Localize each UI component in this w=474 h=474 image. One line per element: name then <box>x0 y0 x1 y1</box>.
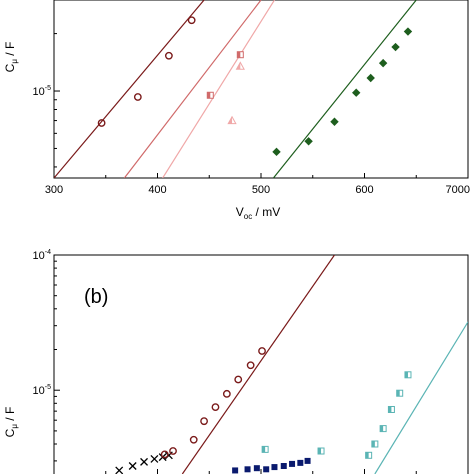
b-point-3-6 <box>396 389 404 397</box>
a-point-3-4 <box>366 73 375 83</box>
a-x-tick-label-1: 400 <box>148 184 166 196</box>
b-point-0-0 <box>115 466 124 474</box>
b-point-2-5 <box>280 463 287 470</box>
b-point-1-4 <box>211 403 220 411</box>
b-point-2-3 <box>263 466 270 473</box>
b-y-tick-label-1: 10-5 <box>33 384 52 397</box>
a-point-0-2 <box>164 51 173 60</box>
b-point-2-1 <box>244 466 251 473</box>
b-fit-line-3 <box>374 321 468 474</box>
b-fit-line-1 <box>181 255 335 474</box>
b-point-2-4 <box>271 464 278 471</box>
a-x-tick-label-2: 500 <box>252 184 270 196</box>
a-point-3-2 <box>330 117 339 126</box>
a-fit-line-0 <box>54 0 205 178</box>
a-fit-line-2 <box>162 0 275 178</box>
a-point-1-0 <box>206 91 214 99</box>
panel-a-frame <box>53 0 469 179</box>
b-point-3-3 <box>371 440 379 448</box>
a-x-tick-label-4: 7000 <box>446 184 470 196</box>
a-point-3-5 <box>378 58 388 68</box>
a-point-3-3 <box>352 88 361 97</box>
b-point-1-5 <box>222 389 231 398</box>
b-point-2-0 <box>232 467 239 474</box>
b-point-1-3 <box>200 417 208 426</box>
b-y-tick-label-0: 10-4 <box>33 249 52 262</box>
b-point-0-1 <box>128 462 137 470</box>
a-point-2-1 <box>235 61 245 70</box>
b-point-1-7 <box>246 361 255 370</box>
panel-a-x-axis-label: Voc / mV <box>236 205 280 221</box>
a-point-0-1 <box>133 93 142 101</box>
panel-b-y-axis-label: Cμ / F <box>3 407 19 438</box>
a-x-tick-label-3: 600 <box>355 184 373 196</box>
a-point-2-0 <box>227 115 237 125</box>
a-point-3-6 <box>391 42 400 52</box>
a-point-0-0 <box>97 119 106 127</box>
b-point-2-7 <box>297 459 304 466</box>
a-point-3-0 <box>272 147 281 157</box>
a-point-0-3 <box>187 16 196 25</box>
a-x-tick-label-0: 300 <box>45 184 63 196</box>
b-point-1-6 <box>234 375 243 384</box>
b-point-1-1 <box>169 447 177 455</box>
b-point-2-2 <box>253 465 260 472</box>
b-point-1-2 <box>189 435 198 444</box>
panel-a: 300 400 500 600 7000 10-5 Cμ / F Voc / mV <box>3 0 470 221</box>
b-point-2-6 <box>289 460 296 467</box>
a-fit-line-3 <box>272 0 417 178</box>
b-point-3-1 <box>317 447 325 455</box>
b-point-1-0 <box>160 450 169 459</box>
b-point-3-4 <box>379 425 387 433</box>
b-point-0-2 <box>140 457 149 466</box>
b-point-3-5 <box>387 405 395 413</box>
b-point-0-3 <box>150 455 159 463</box>
panel-b: (b) 10-4 10-5 Cμ / F <box>3 249 469 474</box>
a-fit-line-1 <box>123 0 262 178</box>
a-point-1-1 <box>236 51 244 59</box>
panel-a-y-axis-label: Cμ / F <box>3 42 19 73</box>
a-point-3-1 <box>304 137 313 146</box>
b-point-2-8 <box>304 457 311 464</box>
a-point-3-7 <box>403 27 413 36</box>
b-point-3-0 <box>261 445 269 453</box>
b-point-1-8 <box>258 347 266 355</box>
b-point-3-2 <box>365 451 373 459</box>
a-y-tick-label-0: 10-5 <box>33 85 52 98</box>
panel-b-frame <box>53 254 469 474</box>
b-point-3-7 <box>404 371 412 379</box>
panel-b-letter: (b) <box>84 286 108 308</box>
